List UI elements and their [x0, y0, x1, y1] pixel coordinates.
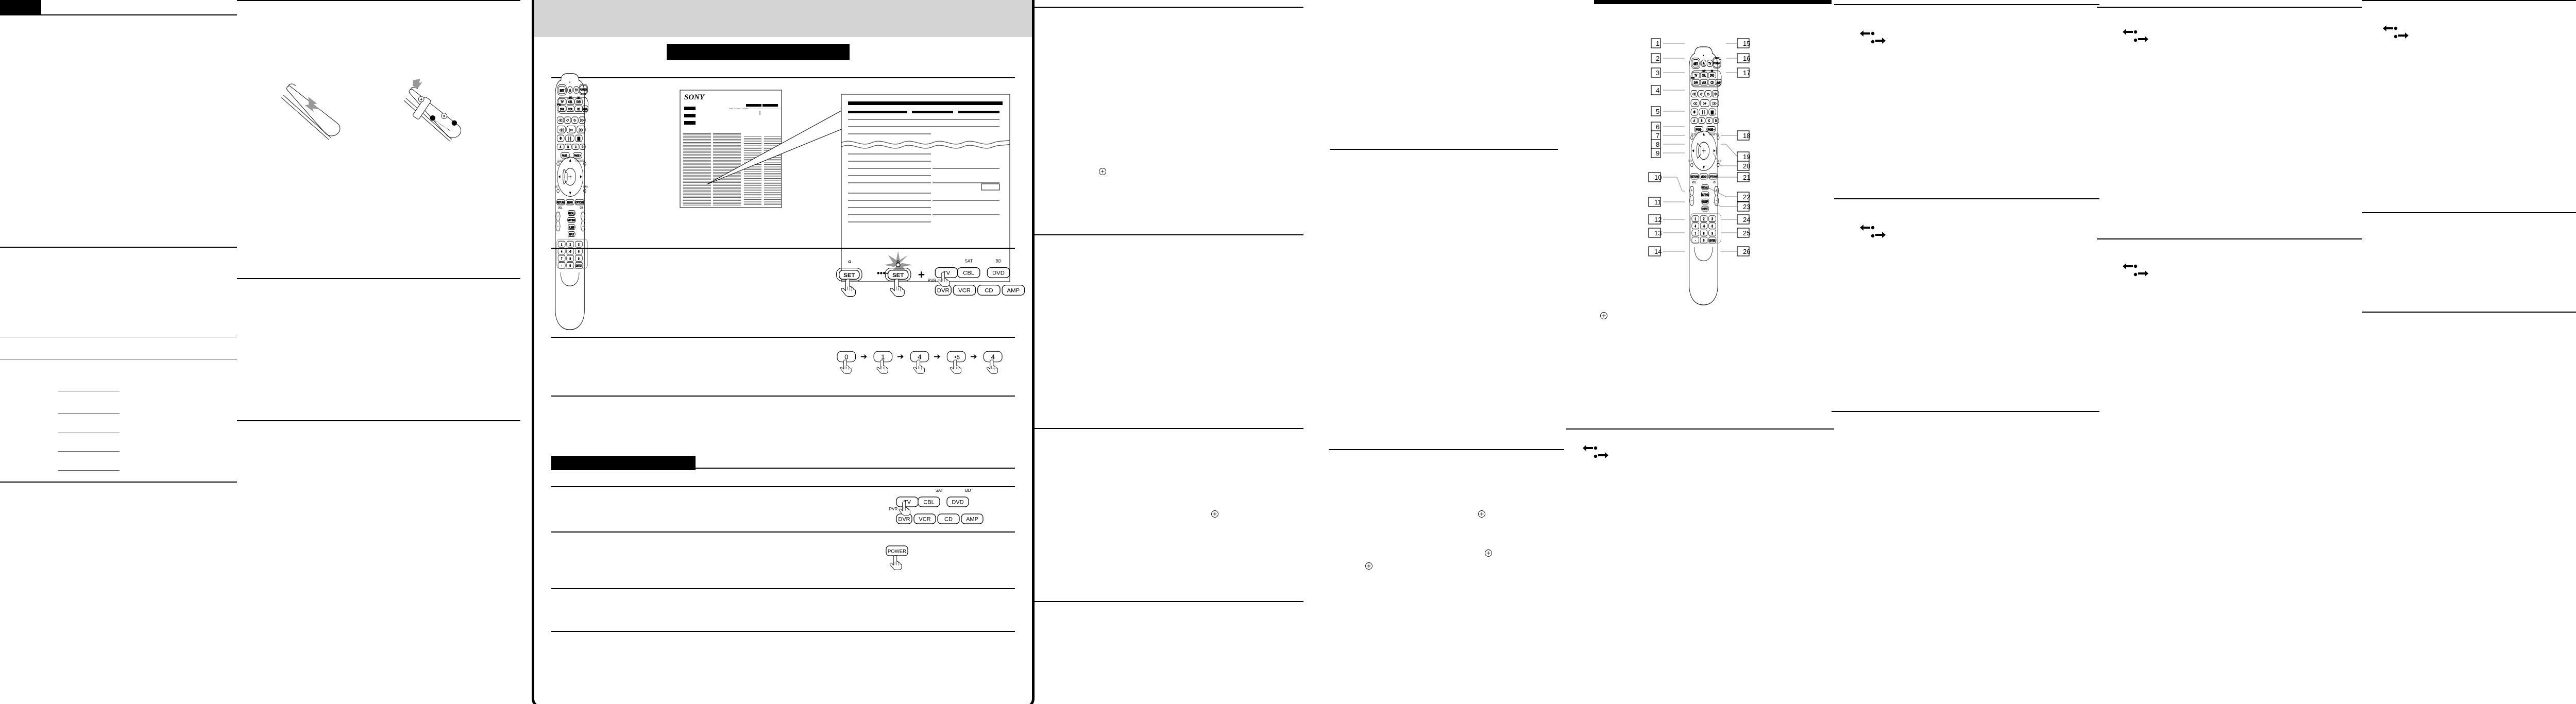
svg-text:4: 4 [918, 353, 922, 360]
svg-text:19: 19 [1743, 153, 1750, 161]
svg-text:+: + [918, 268, 925, 281]
svg-text:6: 6 [1656, 123, 1659, 131]
svg-text:PVR: PVR [928, 278, 937, 283]
svg-text:1: 1 [1656, 40, 1659, 47]
svg-text:23: 23 [1743, 203, 1750, 211]
svg-text:VCR: VCR [919, 517, 930, 523]
svg-text:AMP: AMP [966, 517, 978, 523]
svg-text:10: 10 [1654, 174, 1662, 181]
svg-text:AMP: AMP [1007, 288, 1020, 294]
svg-text:➔: ➔ [934, 352, 940, 361]
svg-text:9: 9 [1656, 149, 1659, 157]
svg-text:24: 24 [1743, 216, 1750, 224]
svg-text:DVR: DVR [898, 517, 910, 523]
svg-text:18: 18 [1743, 132, 1750, 140]
svg-text:DVR: DVR [937, 288, 950, 294]
svg-text:SONY: SONY [684, 93, 705, 101]
svg-text:12: 12 [1654, 216, 1662, 224]
svg-text:SET: SET [892, 272, 904, 279]
svg-text:16: 16 [1743, 55, 1750, 62]
svg-text:SAT: SAT [936, 488, 943, 493]
svg-text:DVD: DVD [992, 270, 1005, 277]
svg-text:4: 4 [1656, 87, 1659, 94]
svg-text:21: 21 [1743, 174, 1750, 181]
svg-text:25: 25 [1743, 229, 1750, 237]
svg-text:0: 0 [844, 353, 848, 360]
svg-text:17: 17 [1743, 69, 1750, 77]
svg-text:BD: BD [965, 488, 971, 493]
svg-text:2: 2 [1656, 55, 1659, 62]
svg-text:11: 11 [1654, 198, 1662, 206]
svg-text:3: 3 [1656, 69, 1659, 77]
svg-text:POWER: POWER [888, 549, 906, 555]
svg-text:➔: ➔ [897, 352, 904, 361]
svg-text:•5: •5 [955, 354, 960, 360]
svg-text:CD: CD [944, 517, 953, 523]
svg-text:DVD: DVD [952, 500, 963, 506]
svg-text:VCR: VCR [958, 288, 971, 294]
svg-text:Wed 7:00am-7:30pm: Wed 7:00am-7:30pm [729, 107, 749, 110]
svg-text:CBL: CBL [963, 270, 974, 277]
svg-text:➔: ➔ [970, 352, 977, 361]
svg-text:PVR: PVR [889, 507, 898, 511]
svg-text:-: - [432, 117, 433, 121]
svg-text:CBL: CBL [923, 500, 934, 506]
svg-text:26: 26 [1743, 248, 1750, 255]
svg-text:4: 4 [991, 353, 995, 360]
svg-text:13: 13 [1654, 229, 1662, 237]
svg-text:20: 20 [1743, 162, 1750, 170]
svg-text:15: 15 [1743, 40, 1750, 47]
svg-text:8: 8 [1656, 141, 1659, 148]
svg-text:14: 14 [1654, 248, 1662, 255]
svg-text:+: + [443, 113, 445, 118]
svg-text:SET: SET [843, 272, 855, 279]
svg-text:BD: BD [995, 259, 1001, 263]
svg-text:CD: CD [985, 288, 993, 294]
svg-text:➔: ➔ [860, 352, 867, 361]
svg-text:SAT: SAT [965, 259, 973, 263]
svg-text:5: 5 [1656, 108, 1659, 115]
svg-text:-: - [454, 122, 455, 125]
svg-text:22: 22 [1743, 193, 1750, 201]
svg-text:1: 1 [881, 353, 885, 360]
svg-text:+: + [420, 97, 422, 101]
svg-text:7: 7 [1656, 132, 1659, 140]
